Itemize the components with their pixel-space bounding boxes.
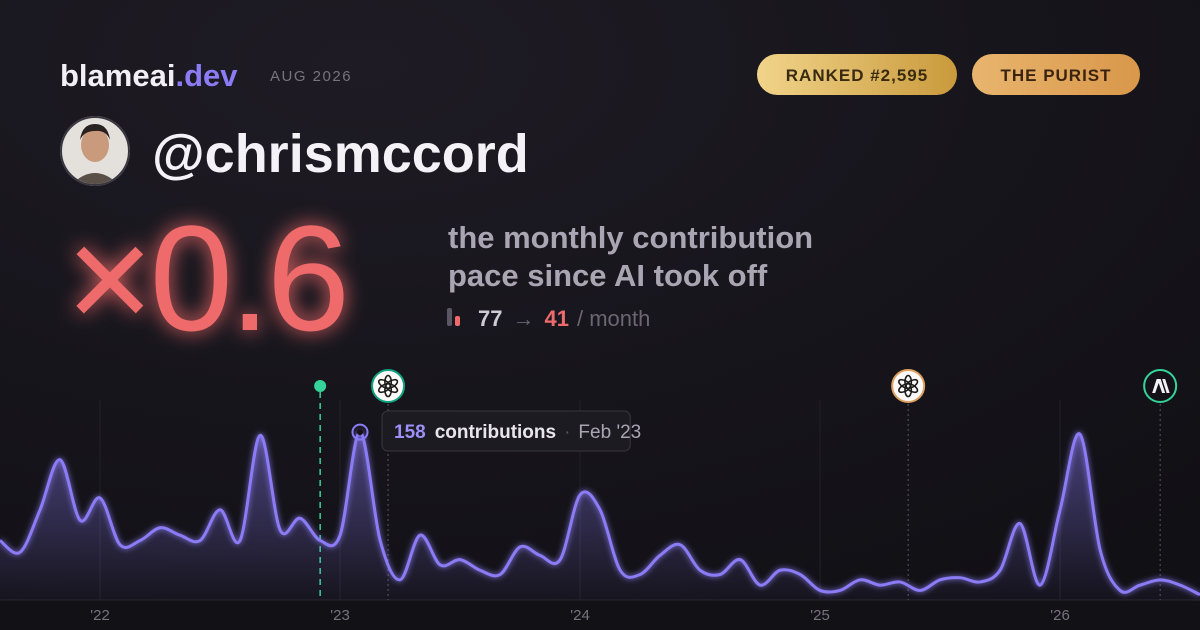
highlight-ring [351, 423, 369, 441]
pace-arrow: → [512, 306, 534, 331]
tooltip-label: Feb '23 [578, 422, 641, 443]
brand: blameai.dev [60, 58, 238, 93]
openai-logo [377, 378, 392, 390]
pace-unit: / month [577, 306, 650, 331]
avatar [60, 116, 130, 186]
date: AUG 2026 [270, 68, 352, 85]
line [0, 430, 1200, 597]
marker-dot [314, 380, 327, 392]
x-tick-label: '26 [1050, 607, 1070, 624]
x-tick-label: '22 [90, 607, 110, 624]
brand-suffix: .dev [175, 58, 238, 93]
highlight-dot [357, 429, 363, 436]
tooltip-text: 158 contributions · Feb '23 [394, 422, 641, 443]
pace-icon [447, 308, 452, 326]
tooltip-unit: contributions [435, 422, 556, 443]
badge [757, 54, 957, 95]
badge-text: RANKED #2,595 [786, 66, 928, 85]
tooltip: 158 contributions · Feb '23 [381, 410, 641, 452]
marker-badge [891, 369, 926, 403]
badge [972, 54, 1140, 95]
chart: '22 '23 '24 '25 '26 158 contributions · Feb '23 [0, 369, 1200, 630]
badge-text: THE PURIST [1000, 66, 1111, 85]
marker-icon [314, 380, 327, 392]
multiplier: ×0.6 [66, 194, 346, 362]
pace-after: 41 [544, 306, 568, 331]
openai-logo [898, 378, 912, 390]
marker-icon [1143, 369, 1178, 403]
anthropic-logo [1152, 379, 1170, 393]
pace-before: 77 [478, 306, 502, 331]
marker-icon [371, 369, 406, 403]
tooltip-value: 158 [394, 422, 426, 443]
pace: 77 → 41 / month [478, 306, 650, 331]
brand-name: blameai [60, 58, 175, 93]
username: @chrismccord [152, 124, 529, 184]
area-fill [0, 432, 1200, 600]
description: pace since AI took off [448, 258, 768, 293]
marker-badge [371, 369, 406, 403]
description: the monthly contribution [448, 220, 813, 255]
tooltip-sep: · [564, 422, 570, 443]
tooltip-box [381, 410, 631, 452]
pace-icon [455, 316, 460, 326]
x-tick-label: '23 [330, 607, 350, 624]
axis-band [0, 600, 1200, 630]
x-tick-label: '25 [810, 607, 830, 624]
x-tick-label: '24 [570, 607, 590, 624]
marker-icon [891, 369, 926, 403]
